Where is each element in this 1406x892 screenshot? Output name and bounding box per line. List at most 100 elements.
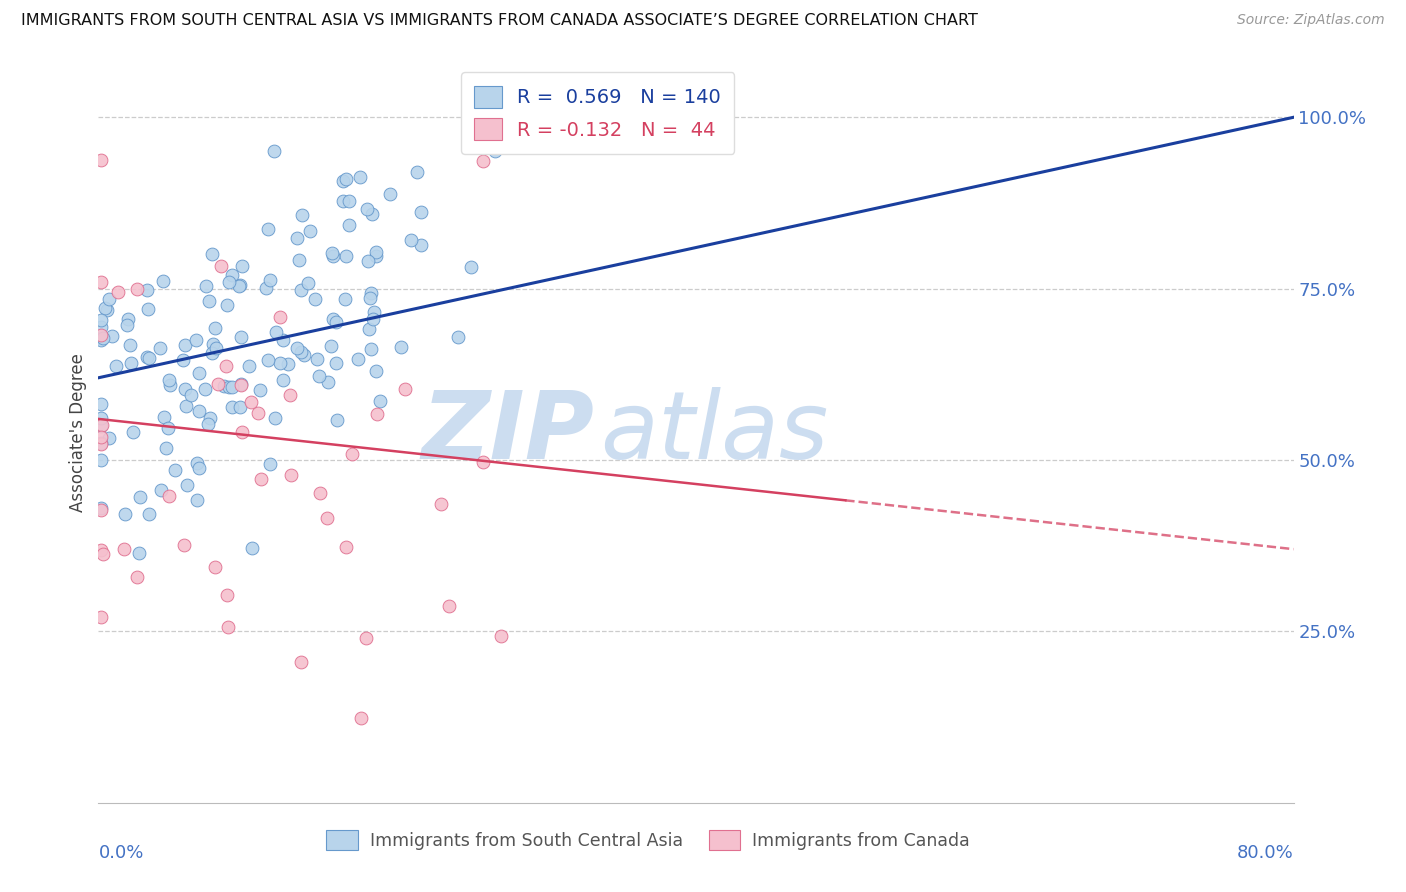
Point: [472, 455, 495, 469]
Point: [315, 511, 337, 525]
Point: [308, 486, 330, 500]
Point: [127, 569, 149, 583]
Point: [238, 359, 260, 374]
Point: [297, 276, 319, 290]
Point: [207, 377, 229, 392]
Point: [294, 348, 316, 362]
Point: [322, 311, 344, 326]
Point: [138, 351, 160, 366]
Point: [229, 329, 252, 343]
Point: [221, 400, 243, 414]
Point: [90, 543, 112, 558]
Point: [90, 397, 112, 411]
Point: [195, 279, 218, 293]
Point: [337, 194, 360, 209]
Y-axis label: Associate's Degree: Associate's Degree: [69, 353, 87, 512]
Point: [125, 282, 148, 296]
Point: [155, 441, 177, 455]
Point: [240, 541, 263, 555]
Point: [128, 491, 150, 505]
Point: [114, 507, 136, 521]
Point: [333, 292, 356, 306]
Point: [201, 345, 224, 359]
Point: [335, 172, 357, 186]
Point: [231, 377, 253, 392]
Point: [259, 273, 281, 287]
Point: [269, 310, 291, 324]
Text: 80.0%: 80.0%: [1237, 844, 1294, 862]
Point: [204, 559, 226, 574]
Point: [218, 275, 240, 289]
Point: [472, 153, 495, 168]
Point: [290, 344, 312, 359]
Point: [217, 620, 239, 634]
Point: [221, 379, 243, 393]
Point: [439, 599, 461, 613]
Point: [269, 356, 291, 370]
Point: [90, 418, 112, 433]
Point: [257, 352, 280, 367]
Point: [332, 174, 354, 188]
Point: [285, 341, 308, 355]
Point: [135, 350, 157, 364]
Point: [298, 224, 321, 238]
Point: [90, 418, 112, 433]
Point: [256, 281, 278, 295]
Point: [322, 249, 344, 263]
Point: [188, 461, 211, 475]
Point: [489, 629, 512, 643]
Point: [316, 376, 339, 390]
Point: [364, 249, 387, 263]
Point: [90, 411, 112, 425]
Point: [157, 489, 180, 503]
Point: [285, 231, 308, 245]
Point: [250, 472, 273, 486]
Point: [411, 205, 433, 219]
Point: [356, 202, 378, 217]
Point: [360, 285, 382, 300]
Point: [122, 425, 145, 439]
Point: [90, 437, 112, 451]
Point: [361, 312, 384, 326]
Point: [152, 274, 174, 288]
Point: [484, 145, 506, 159]
Point: [101, 329, 124, 343]
Point: [460, 260, 482, 274]
Point: [307, 351, 329, 366]
Point: [90, 501, 112, 516]
Point: [218, 380, 240, 394]
Point: [105, 359, 128, 374]
Point: [186, 333, 208, 347]
Point: [188, 404, 211, 418]
Point: [246, 406, 269, 420]
Point: [364, 245, 387, 260]
Point: [96, 303, 118, 318]
Point: [359, 291, 381, 305]
Point: [186, 456, 208, 470]
Point: [212, 378, 235, 392]
Point: [152, 410, 174, 425]
Point: [136, 301, 159, 316]
Point: [304, 292, 326, 306]
Point: [364, 364, 387, 378]
Point: [209, 259, 232, 273]
Point: [290, 655, 312, 669]
Point: [378, 186, 401, 201]
Point: [277, 357, 299, 371]
Point: [90, 436, 112, 450]
Point: [259, 458, 281, 472]
Point: [263, 144, 285, 158]
Legend: Immigrants from South Central Asia, Immigrants from Canada: Immigrants from South Central Asia, Immi…: [319, 823, 977, 857]
Point: [90, 331, 112, 345]
Point: [215, 298, 238, 312]
Point: [319, 339, 342, 353]
Point: [239, 395, 262, 409]
Point: [447, 330, 470, 344]
Point: [229, 400, 252, 414]
Point: [349, 169, 371, 184]
Point: [118, 338, 141, 352]
Point: [193, 382, 215, 396]
Point: [257, 222, 280, 236]
Point: [159, 378, 181, 392]
Point: [115, 318, 138, 332]
